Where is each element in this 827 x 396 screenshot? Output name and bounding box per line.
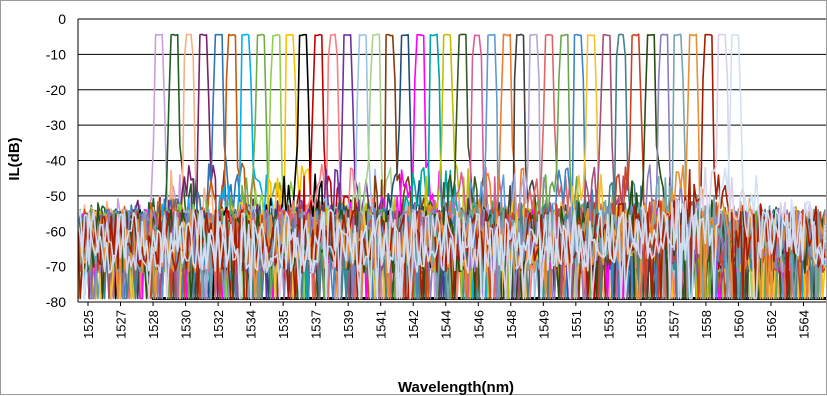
y-axis-title: IL(dB) — [6, 137, 23, 180]
y-tick-label: -50 — [46, 188, 66, 204]
x-tick-label: 1548 — [504, 310, 519, 339]
y-tick-label: -70 — [46, 259, 66, 275]
y-tick-label: 0 — [58, 11, 66, 27]
x-tick-label: 1534 — [244, 310, 259, 339]
channel-series-line — [78, 33, 826, 300]
channel-series-line — [78, 33, 826, 300]
y-tick-label: -30 — [46, 117, 66, 133]
series-group — [78, 33, 826, 300]
x-tick-label: 1525 — [81, 310, 96, 339]
x-tick-label: 1528 — [146, 310, 161, 339]
y-tick-label: -80 — [46, 294, 66, 310]
axes — [77, 19, 826, 306]
x-tick-label: 1532 — [211, 310, 226, 339]
x-tick-label: 1537 — [309, 310, 324, 339]
x-tick-label: 1527 — [114, 310, 129, 339]
x-tick-label: 1546 — [471, 310, 486, 339]
x-tick-label: 1541 — [374, 310, 389, 339]
x-tick-label: 1555 — [634, 310, 649, 339]
x-tick-label: 1560 — [731, 310, 746, 339]
x-tick-label: 1564 — [796, 310, 811, 339]
x-tick-label: 1562 — [764, 310, 779, 339]
y-tick-label: -40 — [46, 153, 66, 169]
y-tick-label: -20 — [46, 82, 66, 98]
x-tick-label: 1544 — [439, 310, 454, 339]
x-tick-label: 1530 — [179, 310, 194, 339]
x-tick-label: 1549 — [536, 310, 551, 339]
x-tick-label: 1539 — [341, 310, 356, 339]
y-tick-label: -60 — [46, 223, 66, 239]
x-tick-label: 1551 — [569, 310, 584, 339]
y-tick-label: -10 — [46, 46, 66, 62]
x-tick-label: 1542 — [406, 310, 421, 339]
x-tick-label: 1557 — [666, 310, 681, 339]
tick-labels: 0 -10 -20 -30 -40 -50 -60 -70 -80 1525 1527 1528 153… — [46, 11, 812, 339]
x-tick-label: 1535 — [276, 310, 291, 339]
x-tick-label: 1558 — [699, 310, 714, 339]
x-tick-label: 1553 — [601, 310, 616, 339]
x-axis-title: Wavelength(nm) — [398, 379, 514, 396]
